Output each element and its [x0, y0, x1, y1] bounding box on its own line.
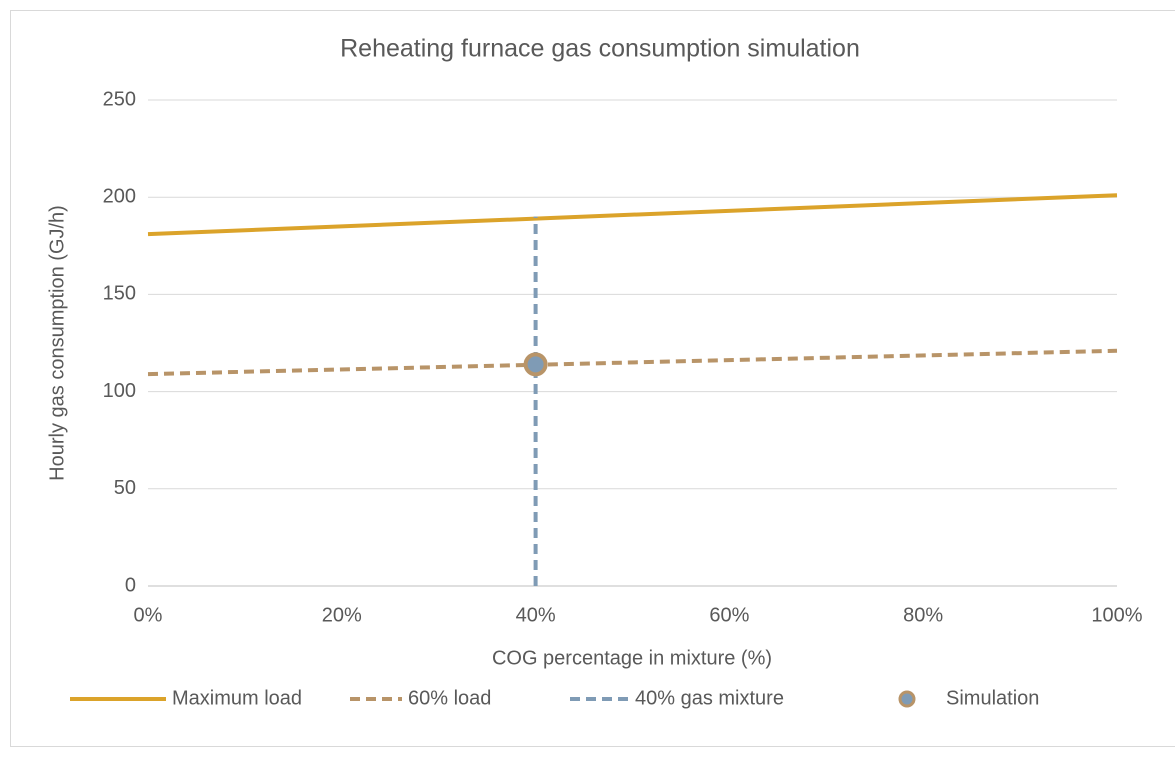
simulation-point — [526, 354, 546, 374]
x-tick-label: 80% — [903, 604, 943, 626]
y-tick-label: 0 — [125, 574, 136, 596]
legend-label: 60% load — [408, 687, 491, 709]
x-tick-label: 100% — [1091, 604, 1142, 626]
chart-title: Reheating furnace gas consumption simula… — [340, 35, 860, 63]
x-tick-label: 60% — [709, 604, 749, 626]
x-tick-label: 40% — [516, 604, 556, 626]
y-tick-label: 200 — [103, 185, 136, 207]
y-tick-label: 150 — [103, 283, 136, 305]
series-line — [148, 195, 1117, 234]
chart-border — [11, 11, 1175, 747]
y-axis-title: Hourly gas consumption (GJ/h) — [46, 205, 68, 481]
legend-label: Simulation — [946, 687, 1039, 709]
y-tick-label: 250 — [103, 88, 136, 110]
y-tick-label: 50 — [114, 477, 136, 499]
x-tick-label: 20% — [322, 604, 362, 626]
x-tick-label: 0% — [134, 604, 163, 626]
series-line — [148, 351, 1117, 374]
legend-label: Maximum load — [172, 687, 302, 709]
legend-marker — [900, 692, 914, 706]
y-tick-label: 100 — [103, 380, 136, 402]
legend-label: 40% gas mixture — [635, 687, 784, 709]
x-axis-title: COG percentage in mixture (%) — [492, 647, 772, 669]
